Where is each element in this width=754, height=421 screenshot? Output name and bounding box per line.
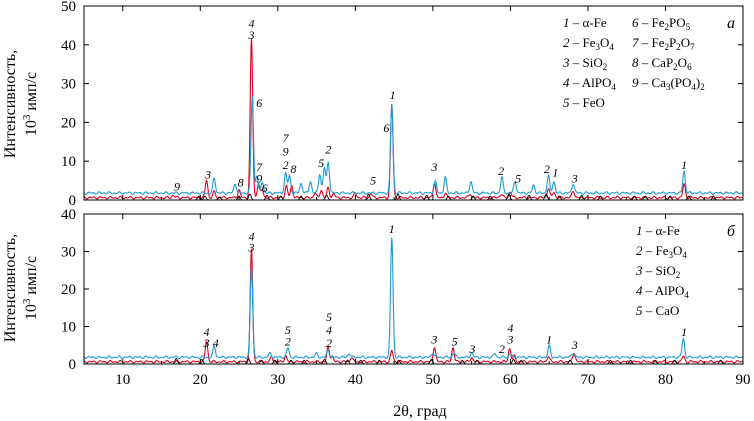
peak-label: 2 xyxy=(326,336,332,350)
x-tick-label: 40 xyxy=(348,372,363,388)
peak-label: 6 xyxy=(383,121,389,135)
legend-entry: 2 – Fe3O4 xyxy=(563,35,614,52)
peak-label: 1 xyxy=(390,88,396,102)
y-tick-label: 50 xyxy=(61,0,76,15)
y-tick-label: 20 xyxy=(61,282,76,298)
peak-label: 3 xyxy=(202,336,209,350)
legend-entry: 1 – α-Fe xyxy=(563,15,607,30)
peak-label: 2 xyxy=(498,164,504,178)
peak-label: 3 xyxy=(468,342,475,356)
peak-label: 4 xyxy=(507,321,513,335)
y-axis-title-a: Интенсивность, xyxy=(2,50,19,158)
peak-label: 1 xyxy=(552,166,558,180)
series-line-blue xyxy=(83,96,744,195)
x-axis-title: 2θ, град xyxy=(393,403,446,420)
y-tick-label: 30 xyxy=(61,245,76,261)
series-line-blue xyxy=(83,237,744,360)
legend-entry: 8 – CaP2O6 xyxy=(632,55,692,72)
y-axis-title-b: Интенсивность, xyxy=(2,234,19,342)
peak-label: 3 xyxy=(247,28,254,42)
legend: 1 – α-Fe 2 – Fe3O4 3 – SiO2 4 – AlPO4 5 – Ca… xyxy=(635,223,689,318)
y-tick-label: 20 xyxy=(61,115,76,131)
peak-label: 1 xyxy=(681,158,687,172)
legend-entry: 3 – SiO2 xyxy=(562,55,607,72)
peak-label: 3 xyxy=(571,338,578,352)
series-line-red xyxy=(83,248,744,364)
x-tick-label: 30 xyxy=(270,372,285,388)
peak-label: 3 xyxy=(204,168,211,182)
y-tick-label: 40 xyxy=(61,38,76,54)
legend-entry: 4 – AlPO4 xyxy=(636,283,689,300)
peak-label: 7 xyxy=(256,160,263,174)
x-tick-label: 60 xyxy=(503,372,518,388)
peak-label: 1 xyxy=(681,325,687,339)
peak-label: 2 xyxy=(544,162,550,176)
y-axis-unit-a: 103 имп/с xyxy=(21,72,40,136)
peak-label: 2 xyxy=(499,342,505,356)
legend-entry: 9 – Ca3(PO4)2 xyxy=(632,75,705,92)
peak-label: 3 xyxy=(571,172,578,186)
peak-label: 5 xyxy=(318,156,324,170)
peak-label: 6 xyxy=(262,181,268,195)
peak-label: 1 xyxy=(546,332,552,346)
peak-label: 9 xyxy=(256,172,262,186)
plot-frame xyxy=(83,5,744,201)
y-tick-label: 30 xyxy=(61,77,76,93)
x-tick-label: 20 xyxy=(193,372,208,388)
legend-entry: 6 – Fe2PO5 xyxy=(632,15,691,32)
peak-label: 3 xyxy=(430,160,437,174)
peak-label: 4 xyxy=(203,325,209,339)
legend-entry: 5 – FeO xyxy=(563,95,605,110)
legend-entry: 7 – Fe2P2O7 xyxy=(632,35,695,52)
x-tick-label: 50 xyxy=(425,372,440,388)
legend: 1 – α-Fe 2 – Fe3O4 3 – SiO2 4 – AlPO4 5 – Fe… xyxy=(562,15,705,110)
peak-label: 7 xyxy=(283,131,290,145)
panel-label: а xyxy=(727,15,735,32)
peak-label: 5 xyxy=(370,173,376,187)
peak-label: 5 xyxy=(452,334,458,348)
peak-label: 5 xyxy=(326,310,332,324)
legend-entry: 4 – AlPO4 xyxy=(563,75,616,92)
peak-label: 6 xyxy=(256,96,262,110)
peak-label: 2 xyxy=(325,142,331,156)
y-axis-unit-b: 103 имп/с xyxy=(21,256,40,320)
y-tick-label: 10 xyxy=(61,320,76,336)
peak-label: 4 xyxy=(248,229,254,243)
y-tick-label: 0 xyxy=(69,357,77,373)
legend-entry: 2 – Fe3O4 xyxy=(636,243,687,260)
peak-label: 5 xyxy=(515,172,521,186)
x-tick-label: 70 xyxy=(580,372,595,388)
legend-entry: 3 – SiO2 xyxy=(635,263,680,280)
y-tick-label: 10 xyxy=(61,154,76,170)
peak-label: 2 xyxy=(285,334,291,348)
panel-label: б xyxy=(727,223,736,240)
peak-label: 5 xyxy=(285,323,291,337)
peak-label: 4 xyxy=(326,323,332,337)
peak-label: 4 xyxy=(248,16,254,30)
peak-label: 2 xyxy=(283,158,289,172)
peak-label: 3 xyxy=(247,241,254,255)
peak-label: 4 xyxy=(213,336,219,350)
peak-label: 1 xyxy=(389,222,395,236)
x-tick-label: 10 xyxy=(115,372,130,388)
peak-label: 9 xyxy=(174,179,180,193)
peak-label: 8 xyxy=(290,162,296,176)
peak-label: 3 xyxy=(506,332,513,346)
peak-label: 8 xyxy=(238,175,244,189)
x-tick-label: 90 xyxy=(736,372,751,388)
peak-label: 9 xyxy=(283,144,289,158)
legend-entry: 1 – α-Fe xyxy=(636,223,680,238)
y-axis-label-panel-a: Интенсивность, 103 имп/с xyxy=(2,50,40,158)
legend-entry: 5 – CaO xyxy=(636,303,679,318)
y-axis-label-panel-b: Интенсивность, 103 имп/с xyxy=(2,234,40,342)
x-tick-label: 80 xyxy=(658,372,673,388)
y-tick-label: 0 xyxy=(69,193,77,209)
y-tick-label: 40 xyxy=(61,207,76,223)
peak-label: 3 xyxy=(430,332,437,346)
